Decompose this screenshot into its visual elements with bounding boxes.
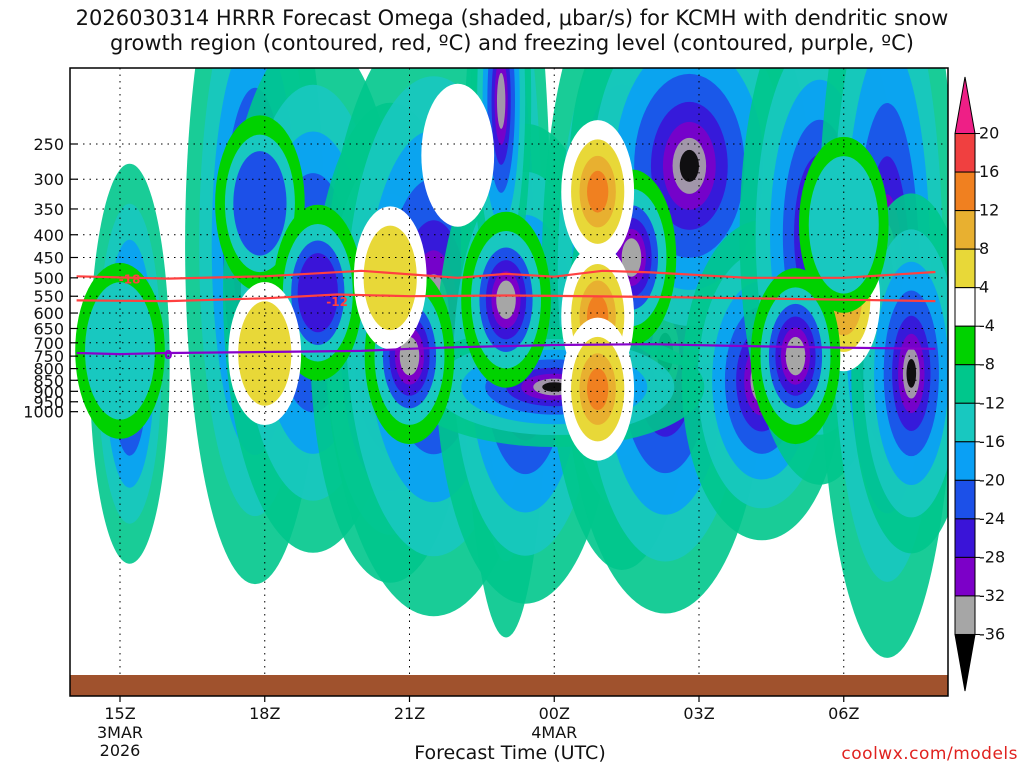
colorbar-cap-top bbox=[954, 76, 976, 135]
omega-feature bbox=[587, 368, 609, 411]
colorbar-label: 8 bbox=[979, 239, 989, 258]
y-tick-label: 1000 bbox=[23, 403, 64, 422]
colorbar-swatch bbox=[954, 133, 976, 173]
y-tick-label: 550 bbox=[33, 287, 64, 306]
y-tick-label: 400 bbox=[33, 226, 64, 245]
omega-feature bbox=[297, 253, 338, 333]
y-axis: 2503003504004505005506006507007508008509… bbox=[23, 135, 78, 422]
omega-feature bbox=[233, 151, 287, 256]
y-tick-label: 950 bbox=[33, 393, 64, 412]
colorbar-label: 12 bbox=[979, 201, 999, 220]
colorbar-label: -20 bbox=[979, 470, 1005, 489]
contour-label: -12 bbox=[326, 295, 348, 309]
y-tick-label: 650 bbox=[33, 319, 64, 338]
contour-lines: -18 -12 0 bbox=[76, 269, 936, 362]
x-tick-label: 06Z bbox=[828, 704, 859, 723]
x-tick-label: 18Z bbox=[249, 704, 280, 723]
x-tick-label: 03Z bbox=[683, 704, 714, 723]
grid-lines bbox=[70, 68, 948, 696]
x-tick-label: 00Z bbox=[539, 704, 570, 723]
omega-feature bbox=[363, 225, 417, 331]
x-axis-label: Forecast Time (UTC) bbox=[414, 742, 606, 764]
omega-feature bbox=[621, 238, 642, 277]
colorbar-swatch bbox=[954, 364, 976, 404]
colorbar-swatch bbox=[954, 402, 976, 443]
y-tick-label: 750 bbox=[33, 347, 64, 366]
colorbar-swatch bbox=[954, 325, 976, 366]
omega-feature bbox=[85, 282, 155, 420]
contour-label: 0 bbox=[164, 348, 172, 362]
y-tick-label: 350 bbox=[33, 200, 64, 219]
y-tick-label: 700 bbox=[33, 334, 64, 353]
colorbar-swatch bbox=[954, 210, 976, 250]
contour-label: -18 bbox=[119, 273, 141, 287]
title-line-2: growth region (contoured, red, ºC) and f… bbox=[110, 31, 914, 55]
colorbar-label: -28 bbox=[979, 547, 1005, 566]
colorbar-label: -12 bbox=[979, 393, 1005, 412]
colorbar-label: 4 bbox=[979, 278, 989, 297]
colorbar-label: 16 bbox=[979, 162, 999, 181]
colorbar-swatch bbox=[954, 479, 976, 520]
colorbar-label: -24 bbox=[979, 509, 1005, 528]
colorbar-cap-bottom bbox=[954, 633, 976, 692]
y-tick-label: 250 bbox=[33, 135, 64, 154]
x-tick-label: 15Z bbox=[104, 704, 135, 723]
y-tick-label: 850 bbox=[33, 371, 64, 390]
chart-title: 2026030314 HRRR Forecast Omega (shaded, … bbox=[0, 6, 1024, 56]
y-tick-label: 600 bbox=[33, 304, 64, 323]
colorbar: 20 16 12 8 4 -4 -8 -12 -16 -20 -24 -28 -32 -36 bbox=[954, 76, 1005, 692]
y-tick-label: 800 bbox=[33, 360, 64, 379]
colorbar-swatch bbox=[954, 556, 976, 597]
omega-feature bbox=[238, 301, 292, 406]
colorbar-label: -16 bbox=[979, 432, 1005, 451]
colorbar-swatch bbox=[954, 287, 976, 327]
title-line-1: 2026030314 HRRR Forecast Omega (shaded, … bbox=[75, 6, 949, 30]
colorbar-label: -36 bbox=[979, 624, 1005, 643]
x-tick-sublabel: 2026 bbox=[100, 741, 141, 760]
credit-text: coolwx.com/models bbox=[841, 744, 1018, 764]
colorbar-label: -32 bbox=[979, 586, 1005, 605]
colorbar-label: 20 bbox=[979, 124, 999, 143]
colorbar-label: -4 bbox=[979, 316, 995, 335]
colorbar-swatch bbox=[954, 595, 976, 635]
omega-feature bbox=[421, 83, 495, 227]
plot-frame bbox=[69, 67, 949, 697]
contour-line bbox=[76, 293, 936, 303]
contour-line bbox=[76, 269, 936, 280]
colorbar-swatch bbox=[954, 518, 976, 558]
ground-surface bbox=[70, 675, 948, 696]
contour-line bbox=[76, 343, 936, 356]
omega-feature bbox=[785, 336, 806, 376]
x-tick-label: 21Z bbox=[394, 704, 425, 723]
colorbar-swatch bbox=[954, 441, 976, 481]
colorbar-swatch bbox=[954, 171, 976, 212]
y-tick-label: 450 bbox=[33, 248, 64, 267]
colorbar-label: -8 bbox=[979, 355, 995, 374]
omega-feature bbox=[587, 170, 609, 213]
x-tick-sublabel: 3MAR bbox=[97, 723, 143, 742]
y-tick-label: 500 bbox=[33, 269, 64, 288]
y-tick-label: 300 bbox=[33, 170, 64, 189]
omega-shading bbox=[70, 68, 948, 658]
y-tick-label: 900 bbox=[33, 382, 64, 401]
omega-feature bbox=[496, 280, 516, 319]
colorbar-swatch bbox=[954, 248, 976, 289]
x-tick-sublabel: 4MAR bbox=[531, 723, 577, 742]
